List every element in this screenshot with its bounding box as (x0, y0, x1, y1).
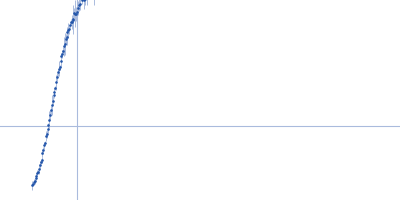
Point (66, 28, 72, 31)
Point (38, 160, 44, 163)
Point (34, 171, 40, 175)
Point (29, 184, 35, 187)
Point (49, 103, 55, 106)
Point (73, 12, 79, 15)
Point (38, 158, 45, 161)
Point (68, 20, 74, 24)
Point (37, 163, 43, 166)
Point (47, 113, 53, 117)
Point (62, 38, 69, 41)
Point (51, 90, 58, 94)
Point (36, 167, 42, 170)
Point (56, 66, 63, 69)
Point (65, 29, 72, 32)
Point (35, 170, 41, 173)
Point (32, 177, 39, 180)
Point (57, 59, 64, 63)
Point (67, 23, 73, 27)
Point (53, 81, 60, 84)
Point (44, 127, 51, 130)
Point (74, 10, 80, 13)
Point (64, 31, 70, 34)
Point (70, 18, 77, 21)
Point (68, 20, 75, 23)
Point (33, 174, 40, 177)
Point (63, 35, 70, 39)
Point (30, 183, 36, 186)
Point (45, 124, 52, 127)
Point (39, 151, 46, 155)
Point (58, 54, 64, 57)
Point (71, 12, 78, 15)
Point (43, 135, 49, 138)
Point (80, 0, 87, 2)
Point (54, 76, 60, 79)
Point (78, 0, 85, 2)
Point (50, 93, 57, 97)
Point (31, 180, 37, 183)
Point (75, 3, 82, 7)
Point (55, 71, 61, 74)
Point (60, 49, 66, 52)
Point (52, 86, 58, 90)
Point (74, 6, 81, 9)
Point (46, 118, 52, 121)
Point (72, 12, 78, 15)
Point (48, 109, 54, 112)
Point (42, 141, 48, 145)
Point (40, 149, 46, 152)
Point (32, 179, 38, 182)
Point (59, 52, 66, 55)
Point (44, 132, 50, 135)
Point (56, 67, 62, 70)
Point (41, 144, 47, 147)
Point (69, 18, 76, 21)
Point (61, 45, 67, 48)
Point (77, 2, 83, 5)
Point (50, 99, 56, 102)
Point (62, 42, 68, 46)
